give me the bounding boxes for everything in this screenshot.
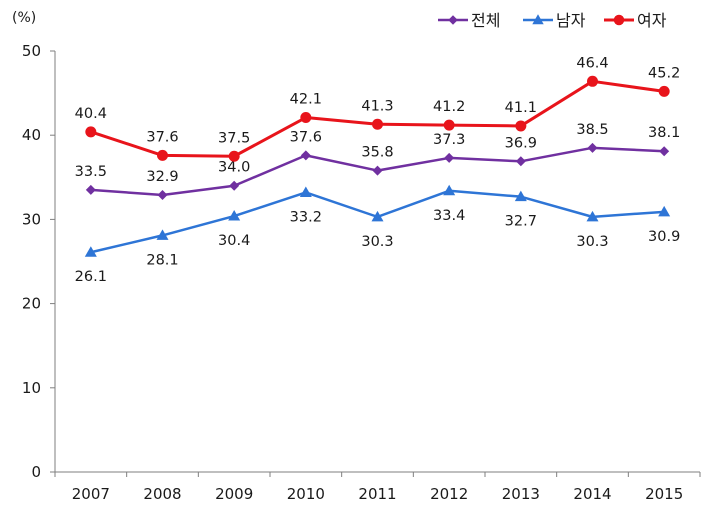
data-point bbox=[156, 229, 169, 240]
data-point bbox=[157, 149, 168, 161]
x-tick-label: 2010 bbox=[287, 485, 325, 503]
legend-label: 전체 bbox=[471, 11, 500, 30]
data-label: 33.2 bbox=[290, 209, 322, 225]
y-tick-label: 20 bbox=[22, 295, 41, 313]
data-label: 37.5 bbox=[218, 130, 250, 146]
data-point bbox=[587, 142, 598, 153]
data-point bbox=[586, 210, 599, 222]
data-label: 35.8 bbox=[361, 145, 393, 161]
legend-marker bbox=[448, 15, 458, 25]
data-label: 34.0 bbox=[218, 160, 250, 176]
data-point bbox=[229, 180, 240, 191]
x-tick-label: 2013 bbox=[502, 485, 540, 503]
legend-marker bbox=[532, 14, 544, 25]
y-tick-label: 30 bbox=[22, 210, 41, 228]
data-point bbox=[372, 165, 383, 176]
data-label: 32.9 bbox=[146, 169, 178, 185]
data-point bbox=[659, 146, 670, 157]
data-label: 30.4 bbox=[218, 233, 250, 249]
data-label: 42.1 bbox=[290, 92, 322, 108]
data-point bbox=[228, 210, 241, 221]
data-point bbox=[372, 118, 383, 130]
legend-label: 남자 bbox=[556, 11, 586, 30]
legend: 전체 남자 여자 bbox=[438, 11, 667, 30]
data-label: 36.9 bbox=[505, 135, 537, 151]
data-label: 33.4 bbox=[433, 208, 465, 224]
legend-marker bbox=[613, 14, 625, 26]
data-label: 38.5 bbox=[576, 122, 608, 138]
y-tick-label: 50 bbox=[22, 42, 41, 60]
data-label: 32.7 bbox=[505, 214, 537, 230]
data-point bbox=[515, 156, 526, 167]
data-label: 41.3 bbox=[361, 98, 393, 114]
data-point bbox=[371, 210, 384, 222]
y-axis-unit-label: (%) bbox=[12, 10, 36, 26]
legend-item: 여자 bbox=[604, 11, 667, 30]
data-point bbox=[658, 205, 671, 217]
data-label: 37.3 bbox=[433, 132, 465, 148]
data-label: 45.2 bbox=[648, 65, 680, 81]
data-point bbox=[84, 246, 97, 257]
data-point bbox=[300, 112, 312, 124]
x-tick-label: 2011 bbox=[358, 485, 396, 503]
y-tick-label: 40 bbox=[22, 126, 41, 144]
data-label: 26.1 bbox=[75, 269, 107, 285]
series-3: 40.4 37.6 37.5 42.1 41.3 41.2 41.1 46.4 45.2 bbox=[75, 55, 680, 162]
data-label: 33.5 bbox=[75, 164, 107, 180]
data-point bbox=[300, 150, 311, 161]
data-label: 30.3 bbox=[576, 234, 608, 250]
data-point bbox=[587, 75, 598, 87]
data-point bbox=[443, 184, 456, 196]
axes: 0 10 20 30 40 50 2007 2008 2009 2010 2011 2012 2013 2… bbox=[22, 42, 701, 503]
data-label: 40.4 bbox=[75, 106, 107, 122]
data-point bbox=[157, 189, 168, 200]
data-label: 30.9 bbox=[648, 229, 680, 245]
data-label: 41.1 bbox=[505, 100, 537, 116]
data-label: 37.6 bbox=[290, 129, 322, 145]
series-2: 26.1 28.1 30.4 33.2 30.3 33.4 32.7 30.3 30.9 bbox=[75, 184, 680, 285]
data-label: 41.2 bbox=[433, 99, 465, 115]
data-point bbox=[658, 85, 670, 97]
y-tick-label: 0 bbox=[31, 463, 41, 481]
data-point bbox=[299, 186, 312, 197]
x-tick-label: 2008 bbox=[143, 485, 181, 503]
legend-item: 남자 bbox=[523, 11, 586, 30]
data-label: 37.6 bbox=[146, 129, 178, 145]
series-1: 33.5 32.9 34.0 37.6 35.8 37.3 36.9 38.5 38.1 bbox=[75, 122, 680, 200]
x-tick-label: 2012 bbox=[430, 485, 468, 503]
x-tick-label: 2014 bbox=[573, 485, 611, 503]
data-point bbox=[85, 184, 96, 195]
x-tick-label: 2015 bbox=[645, 485, 683, 503]
data-point bbox=[514, 190, 527, 202]
series-layer: 33.5 32.9 34.0 37.6 35.8 37.3 36.9 38.5 38.1 26.1… bbox=[75, 55, 681, 285]
data-point bbox=[444, 152, 455, 163]
data-label: 30.3 bbox=[361, 234, 393, 250]
data-point bbox=[515, 120, 527, 132]
x-tick-label: 2009 bbox=[215, 485, 253, 503]
x-tick-label: 2007 bbox=[72, 485, 110, 503]
y-tick-label: 10 bbox=[22, 379, 41, 397]
data-point bbox=[443, 119, 455, 131]
data-label: 38.1 bbox=[648, 125, 680, 141]
data-point bbox=[85, 126, 97, 138]
data-label: 28.1 bbox=[146, 252, 178, 268]
data-point bbox=[228, 150, 240, 162]
data-label: 46.4 bbox=[576, 55, 608, 71]
legend-item: 전체 bbox=[438, 11, 500, 30]
legend-label: 여자 bbox=[637, 11, 667, 30]
